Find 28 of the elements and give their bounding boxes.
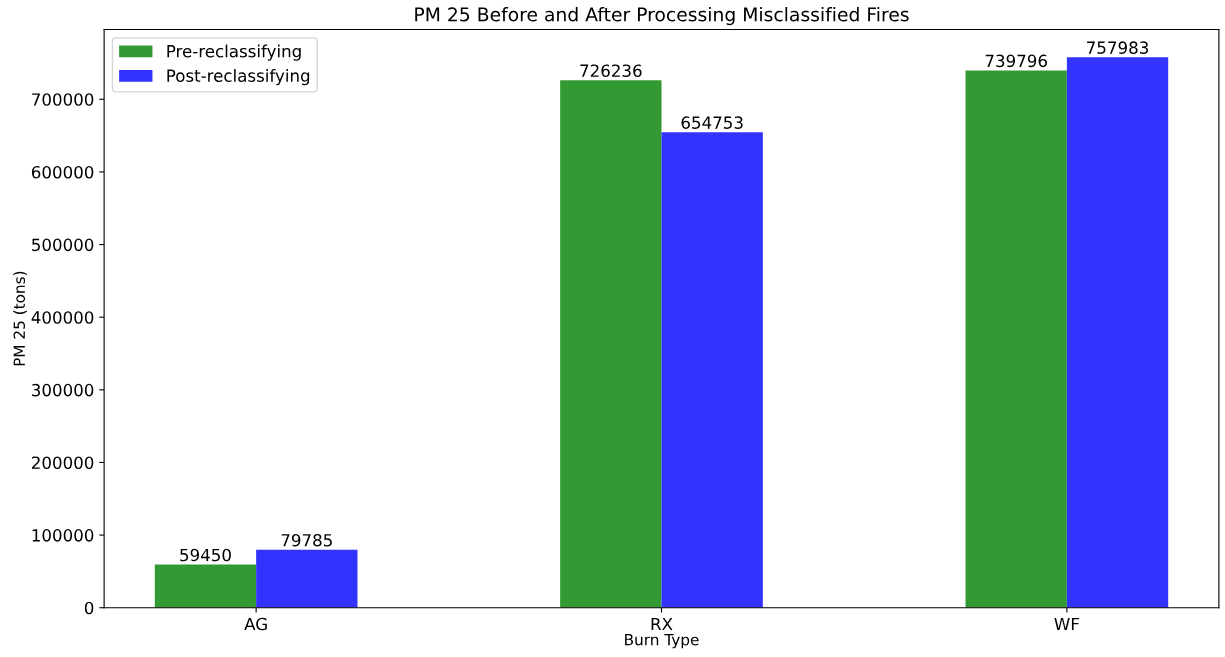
data-label: 739796 xyxy=(985,54,1047,68)
y-tick-label: 500000 xyxy=(32,238,94,252)
y-tick-label: 700000 xyxy=(32,93,94,106)
legend-label: Pre-reclassifying xyxy=(167,44,301,61)
bar xyxy=(661,132,763,608)
y-tick-label: 300000 xyxy=(32,383,94,397)
y-tick-label: 0 xyxy=(84,601,94,615)
y-axis-title: PM 25 (tons) xyxy=(13,271,27,366)
x-tick-label: RX xyxy=(651,617,673,631)
x-axis-title: Burn Type xyxy=(625,634,699,649)
y-tick-label: 200000 xyxy=(32,456,94,470)
bar xyxy=(965,70,1067,608)
y-tick-label: 600000 xyxy=(31,165,94,179)
bar xyxy=(1066,57,1169,608)
data-label: 59450 xyxy=(180,548,231,562)
y-tick-label: 400000 xyxy=(31,311,94,324)
data-label: 79785 xyxy=(281,533,332,547)
y-tick-label: 100000 xyxy=(32,529,94,542)
data-label: 757983 xyxy=(1087,41,1149,54)
data-label: 726236 xyxy=(580,64,642,78)
legend-label: Post-reclassifying xyxy=(167,69,310,86)
bar xyxy=(154,564,257,608)
chart-title: PM 25 Before and After Processing Misclassified Fires xyxy=(415,6,909,26)
x-tick-label: AG xyxy=(244,617,267,631)
x-tick-label: WF xyxy=(1054,617,1079,631)
bar xyxy=(256,549,358,608)
data-label: 654753 xyxy=(681,116,743,129)
bar xyxy=(560,80,662,608)
